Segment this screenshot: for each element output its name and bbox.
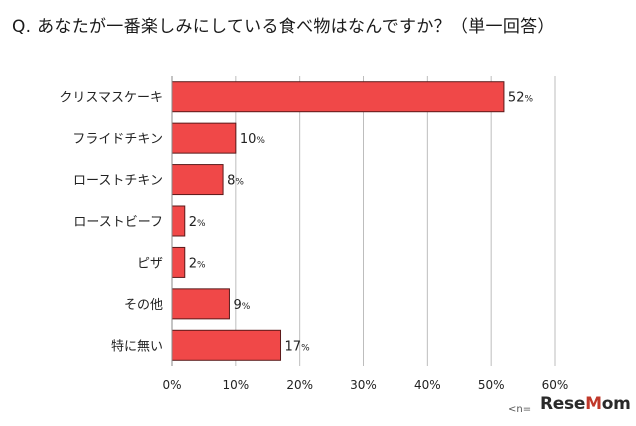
data-label: 17% bbox=[285, 339, 311, 354]
category-label: ローストビーフ bbox=[73, 215, 163, 230]
bar bbox=[171, 329, 282, 361]
category-label: フライドチキン bbox=[72, 132, 163, 147]
data-labels: 52% 10% 8% 2% 2% 9% 17% bbox=[189, 91, 534, 355]
data-label: 10% bbox=[240, 132, 266, 147]
tick-labels: 0% 10% 20% 30% 40% 50% 60% bbox=[162, 378, 568, 392]
x-tick-label: 20% bbox=[286, 378, 313, 392]
bar bbox=[171, 246, 186, 278]
chart-title: Q. あなたが一番楽しみにしている食べ物はなんですか？（単一回答） bbox=[12, 17, 555, 37]
data-label: 52% bbox=[508, 91, 534, 106]
bar bbox=[171, 81, 505, 113]
bar bbox=[171, 122, 237, 154]
category-label: 特に無い bbox=[111, 339, 163, 354]
x-tick-label: 30% bbox=[350, 378, 377, 392]
data-label: 2% bbox=[189, 256, 206, 271]
sample-size-note: <n= bbox=[508, 404, 532, 415]
category-label: その他 bbox=[124, 298, 163, 313]
resemom-logo: ReseMom bbox=[540, 394, 631, 414]
bar bbox=[171, 205, 186, 237]
category-label: ピザ bbox=[137, 256, 163, 271]
x-tick-label: 40% bbox=[414, 378, 441, 392]
data-label: 9% bbox=[233, 298, 250, 313]
data-label: 2% bbox=[189, 215, 206, 230]
data-label: 8% bbox=[227, 174, 244, 189]
bars bbox=[171, 81, 505, 361]
bar bbox=[171, 164, 224, 196]
x-tick-label: 10% bbox=[222, 378, 249, 392]
category-label: クリスマスケーキ bbox=[59, 91, 163, 106]
category-label: ローストチキン bbox=[73, 174, 163, 189]
x-tick-label: 0% bbox=[162, 378, 181, 392]
x-tick-label: 50% bbox=[478, 378, 505, 392]
bar bbox=[171, 288, 230, 320]
grid-lines bbox=[235, 76, 556, 366]
x-tick-label: 60% bbox=[542, 378, 569, 392]
